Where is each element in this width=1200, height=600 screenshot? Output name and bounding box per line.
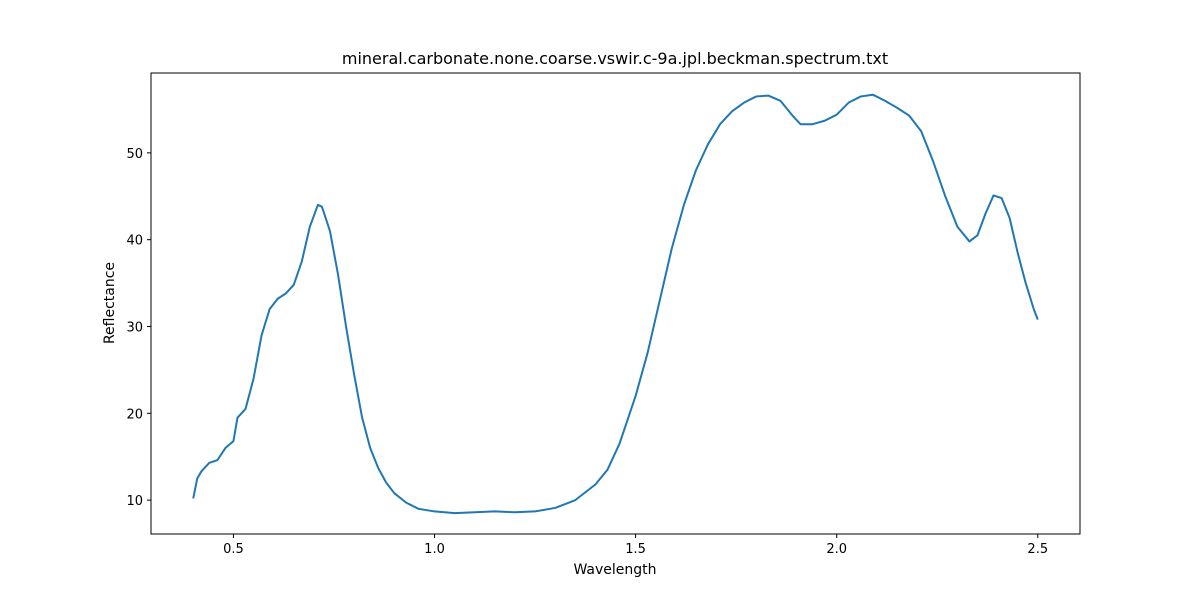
x-tick-label: 0.5 [223,542,244,557]
line [192,93,1039,515]
y-axis-label: Reflectance [102,262,118,344]
y-tick-label: 40 [126,234,143,249]
x-axis-label: Wavelength [573,562,656,578]
x-tick-label: 2.5 [1027,542,1048,557]
x-tick-label: 1.0 [424,542,445,557]
x-tick-label: 1.5 [625,542,646,557]
x-tick-label: 2.0 [826,542,847,557]
y-tick-label: 30 [126,321,143,336]
plot-frame [150,72,1081,535]
chart-title: mineral.carbonate.none.coarse.vswir.c-9a… [342,49,888,68]
y-tick-label: 20 [126,407,143,422]
y-tick-label: 10 [126,494,143,509]
y-tick-label: 50 [126,147,143,162]
